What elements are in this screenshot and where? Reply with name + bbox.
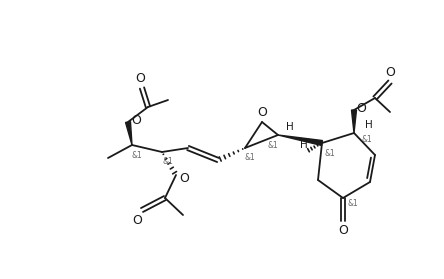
Polygon shape xyxy=(278,135,322,145)
Text: &1: &1 xyxy=(245,153,255,162)
Text: &1: &1 xyxy=(361,134,373,143)
Text: &1: &1 xyxy=(163,158,173,167)
Text: &1: &1 xyxy=(268,141,278,150)
Text: O: O xyxy=(356,102,366,116)
Text: O: O xyxy=(179,172,189,184)
Polygon shape xyxy=(352,110,357,133)
Text: H: H xyxy=(365,120,373,130)
Text: &1: &1 xyxy=(131,150,143,160)
Polygon shape xyxy=(126,122,132,145)
Text: &1: &1 xyxy=(348,199,358,208)
Text: O: O xyxy=(385,66,395,80)
Text: H: H xyxy=(286,122,294,132)
Text: O: O xyxy=(135,73,145,85)
Text: &1: &1 xyxy=(325,148,335,158)
Text: O: O xyxy=(132,213,142,227)
Text: O: O xyxy=(131,114,141,126)
Text: H: H xyxy=(300,140,308,150)
Text: O: O xyxy=(257,107,267,119)
Text: O: O xyxy=(338,223,348,237)
